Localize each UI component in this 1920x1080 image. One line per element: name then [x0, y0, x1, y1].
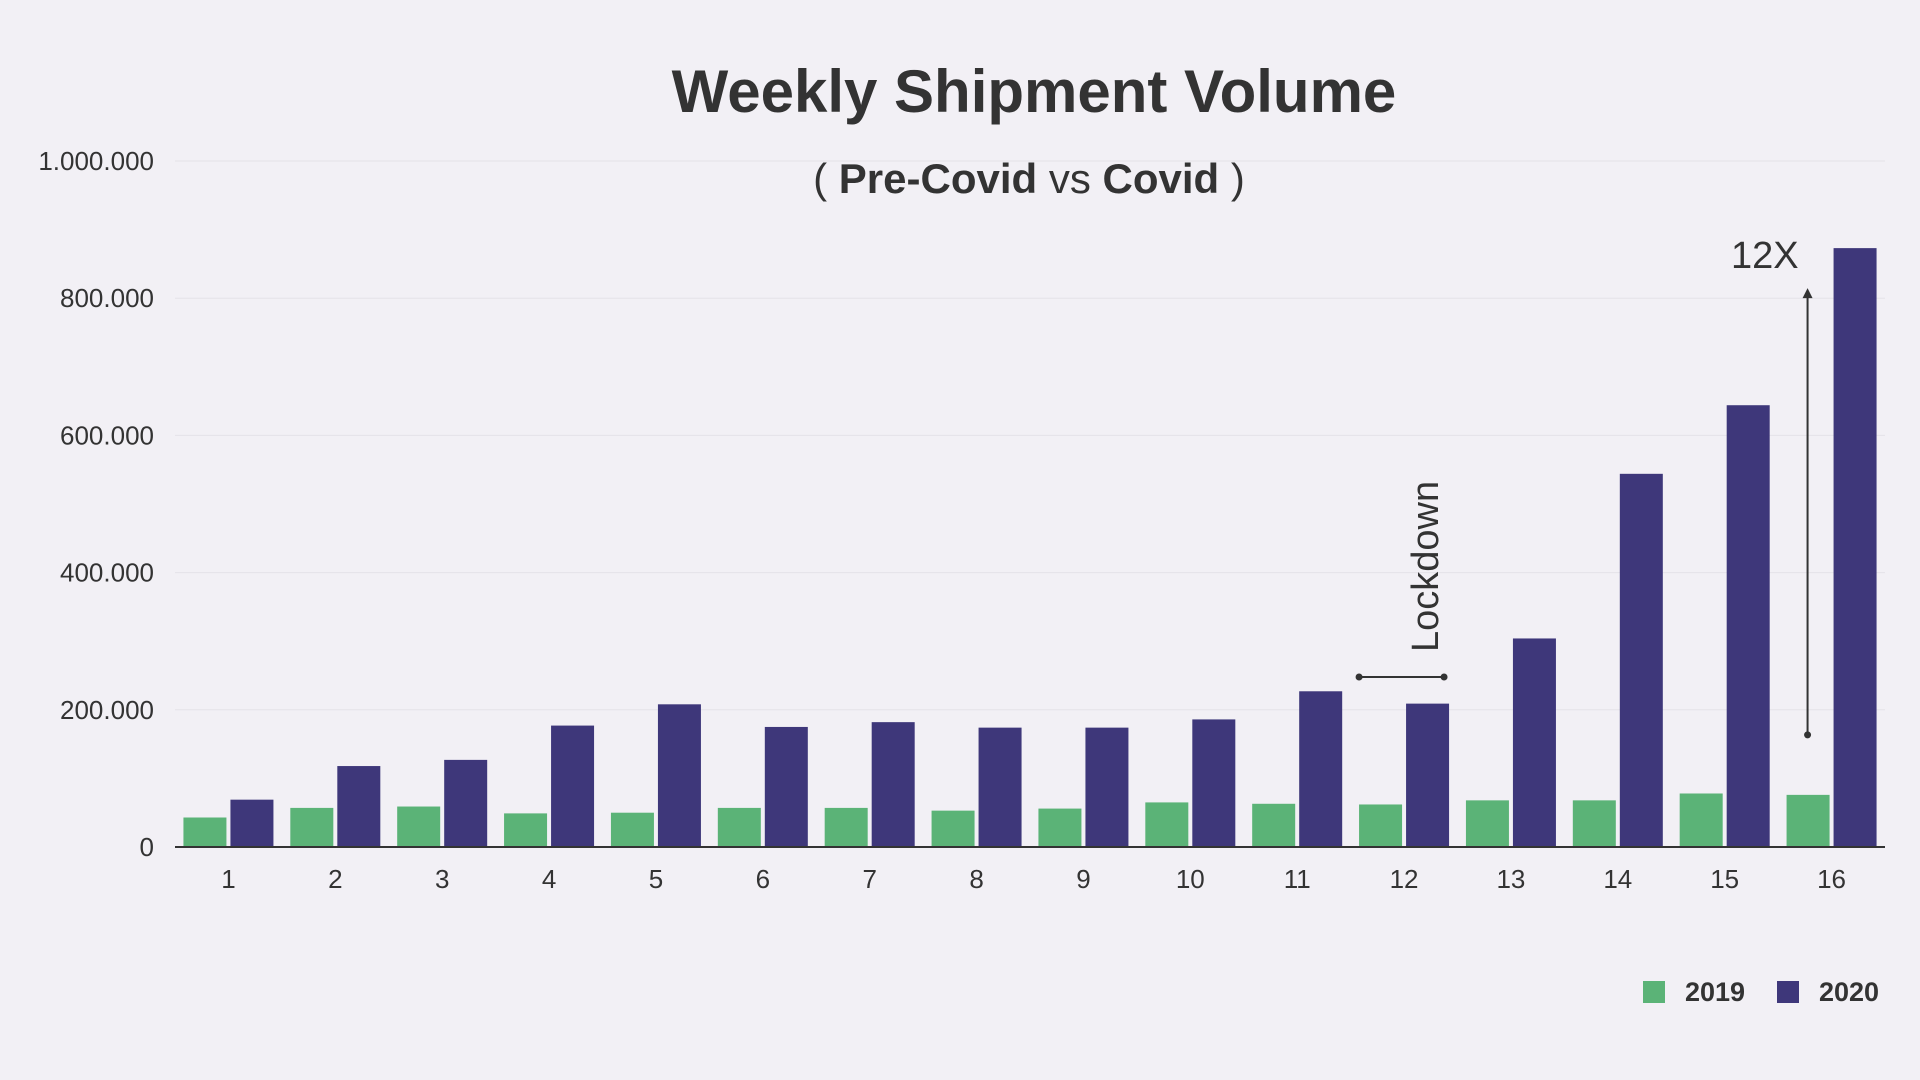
- bar-2019-week-1: [183, 817, 227, 847]
- legend-label-2019: 2019: [1685, 977, 1745, 1007]
- x-axis-ticks: 1 2 3 4 5 6 7 8 9 10 11 12 13 14 15 16: [221, 864, 1846, 894]
- bar-2019-week-5: [610, 812, 654, 847]
- x-tick-label: 1: [221, 864, 235, 894]
- x-tick-label: 15: [1710, 864, 1739, 894]
- bar-2020-week-16: [1833, 248, 1877, 847]
- x-tick-label: 4: [542, 864, 556, 894]
- growth-arrow-head: [1802, 288, 1813, 299]
- x-tick-label: 9: [1076, 864, 1090, 894]
- bar-2020-week-6: [764, 726, 808, 847]
- bar-2019-week-3: [397, 806, 441, 847]
- y-tick-label: 800.000: [60, 283, 154, 313]
- chart-subtitle: ( Pre-Covid vs Covid ): [813, 155, 1245, 202]
- bar-2019-week-8: [931, 810, 975, 847]
- bar-2020-week-3: [444, 759, 488, 847]
- bar-2020-week-15: [1726, 405, 1770, 847]
- x-tick-label: 12: [1390, 864, 1419, 894]
- bar-2020-week-13: [1512, 638, 1556, 847]
- bar-2020-week-2: [337, 766, 381, 847]
- bar-2019-week-16: [1786, 794, 1830, 847]
- bar-2020-week-1: [230, 799, 274, 847]
- bar-2019-week-4: [504, 813, 548, 847]
- bar-2019-week-7: [824, 807, 868, 847]
- growth-arrow-start: [1804, 731, 1812, 739]
- legend-label-2020: 2020: [1819, 977, 1879, 1007]
- annotations: Lockdown 12X: [1355, 235, 1813, 739]
- y-tick-label: 0: [140, 832, 154, 862]
- growth-label: 12X: [1731, 235, 1799, 277]
- bar-2019-week-2: [290, 807, 334, 847]
- grid-lines: [175, 160, 1885, 711]
- x-tick-label: 8: [969, 864, 983, 894]
- subtitle-open: (: [813, 155, 839, 202]
- bar-2019-week-14: [1572, 800, 1616, 847]
- y-tick-label: 200.000: [60, 695, 154, 725]
- bar-2020-week-11: [1299, 691, 1343, 847]
- y-tick-label: 600.000: [60, 420, 154, 450]
- legend: 2019 2020: [1643, 977, 1879, 1007]
- subtitle-covid: Covid: [1103, 155, 1220, 202]
- bar-2019-week-15: [1679, 793, 1723, 847]
- x-tick-label: 5: [649, 864, 663, 894]
- legend-swatch-2019: [1643, 981, 1665, 1003]
- bar-2020-week-5: [657, 704, 701, 847]
- x-tick-label: 7: [862, 864, 876, 894]
- bar-2020-week-9: [1085, 727, 1129, 847]
- legend-swatch-2020: [1777, 981, 1799, 1003]
- x-tick-label: 3: [435, 864, 449, 894]
- bar-2020-week-10: [1192, 719, 1236, 847]
- x-tick-label: 16: [1817, 864, 1846, 894]
- bar-2019-week-13: [1465, 800, 1509, 847]
- bar-2019-week-10: [1145, 802, 1189, 847]
- x-tick-label: 13: [1496, 864, 1525, 894]
- subtitle-pre-covid: Pre-Covid: [839, 155, 1037, 202]
- x-tick-label: 11: [1284, 864, 1311, 894]
- y-tick-label: 1.000.000: [38, 146, 154, 176]
- bars: [183, 248, 1877, 847]
- bar-2019-week-9: [1038, 808, 1082, 847]
- lockdown-bracket-start: [1355, 673, 1363, 681]
- x-tick-label: 2: [328, 864, 342, 894]
- y-axis-ticks: 0 200.000 400.000 600.000 800.000 1.000.000: [38, 146, 154, 862]
- bar-2020-week-7: [871, 722, 915, 847]
- bar-2019-week-12: [1359, 804, 1403, 847]
- subtitle-close: ): [1219, 155, 1245, 202]
- subtitle-vs: vs: [1037, 155, 1102, 202]
- x-tick-label: 14: [1603, 864, 1632, 894]
- chart-title: Weekly Shipment Volume: [672, 58, 1397, 125]
- bar-2020-week-8: [978, 727, 1022, 847]
- lockdown-bracket-end: [1440, 673, 1448, 681]
- bar-2019-week-6: [717, 807, 761, 847]
- bar-2020-week-12: [1406, 703, 1450, 847]
- lockdown-label: Lockdown: [1405, 481, 1447, 652]
- y-tick-label: 400.000: [60, 558, 154, 588]
- bar-2020-week-4: [551, 725, 595, 847]
- x-tick-label: 10: [1176, 864, 1205, 894]
- bar-2019-week-11: [1252, 803, 1296, 847]
- x-tick-label: 6: [756, 864, 770, 894]
- bar-2020-week-14: [1619, 473, 1663, 847]
